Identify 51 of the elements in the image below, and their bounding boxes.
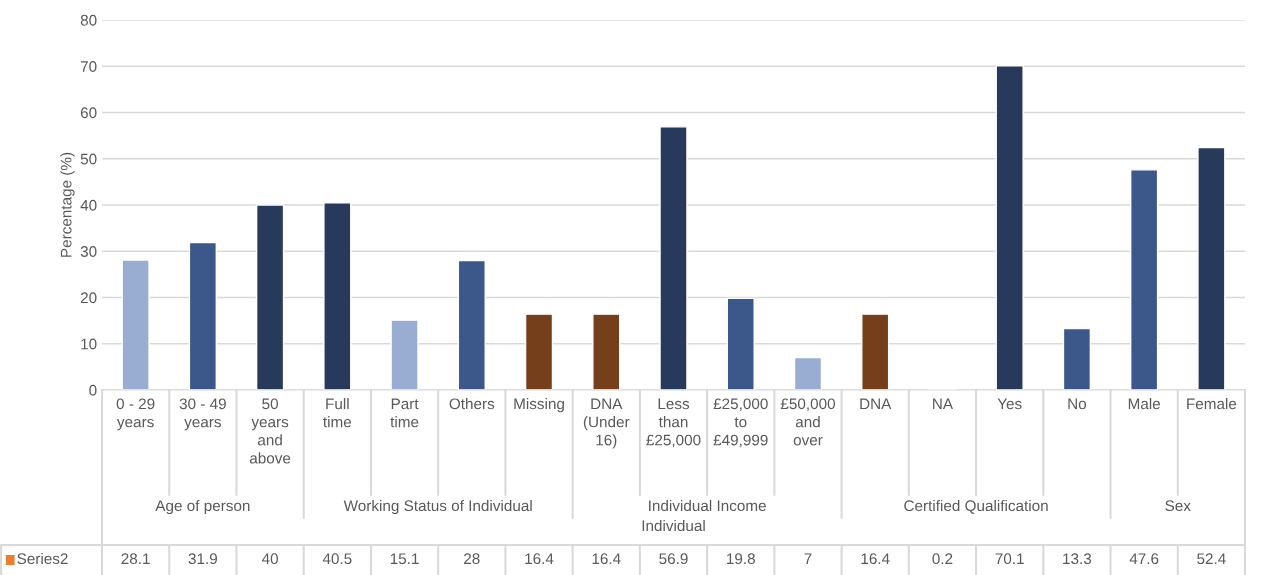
x-tick-label: Others	[449, 398, 495, 410]
data-label: 40	[261, 553, 278, 565]
x-tick-label: Male	[1128, 398, 1161, 410]
data-label: 16.4	[525, 553, 554, 565]
data-label: 7	[804, 553, 812, 564]
y-tick-label: 20	[80, 292, 97, 304]
x-tick-label: DNA (Under 16)	[583, 398, 630, 449]
x-tick-label: Full time	[323, 398, 352, 428]
y-axis-title: Percentage (%)	[60, 152, 75, 257]
x-tick-label: Missing	[514, 398, 564, 413]
x-tick-label: £50,000 and over	[780, 398, 835, 446]
x-tick-label: No	[1068, 398, 1087, 410]
text: Age of person	[155, 499, 250, 515]
x-tick-label: Yes	[997, 398, 1022, 410]
data-label: 16.4	[592, 553, 621, 565]
y-tick-label: 80	[80, 14, 97, 26]
x-tick-label: Less than £25,000	[646, 398, 701, 448]
data-label: 28.1	[121, 553, 150, 565]
data-label: 19.8	[727, 553, 755, 565]
y-tick-label: 0	[89, 384, 97, 396]
data-label: 70.1	[995, 553, 1024, 565]
data-label: 0.2	[932, 553, 953, 565]
data-label: 40.5	[322, 553, 352, 565]
data-label: 52.4	[1197, 553, 1226, 565]
data-label: 13.3	[1063, 553, 1092, 565]
text: Certified Qualification	[904, 499, 1048, 514]
y-tick-label: 10	[81, 338, 97, 350]
data-label: 31.9	[188, 553, 217, 565]
x-tick-label: 50 years and above	[249, 398, 291, 464]
x-tick-label: DNA	[860, 398, 892, 410]
y-tick-label: 40	[80, 199, 97, 211]
x-tick-label: Part time	[390, 398, 419, 428]
text: Individual Income	[649, 499, 766, 512]
data-label: 16.4	[861, 553, 890, 565]
data-label: 56.9	[659, 553, 688, 565]
y-tick-label: 50	[80, 153, 97, 165]
y-tick-label: 70	[80, 61, 97, 72]
x-tick-label: 30 - 49 years	[179, 398, 226, 431]
text: Sex	[1165, 500, 1191, 512]
data-label: 15.1	[390, 553, 419, 565]
data-label: 47.6	[1129, 553, 1159, 565]
x-tick-label: Female	[1187, 398, 1237, 410]
x-tick-label: £25,000 to £49,999	[713, 398, 768, 448]
y-tick-label: 30	[80, 246, 97, 257]
text: Working Status of Individual	[343, 499, 532, 515]
y-tick-label: 60	[80, 107, 97, 119]
data-label: 28	[464, 553, 480, 565]
text: Series2	[17, 552, 68, 565]
x-tick-label: 0 - 29 years	[116, 398, 155, 431]
x-tick-label: NA	[933, 398, 954, 410]
text: Individual	[642, 519, 705, 532]
